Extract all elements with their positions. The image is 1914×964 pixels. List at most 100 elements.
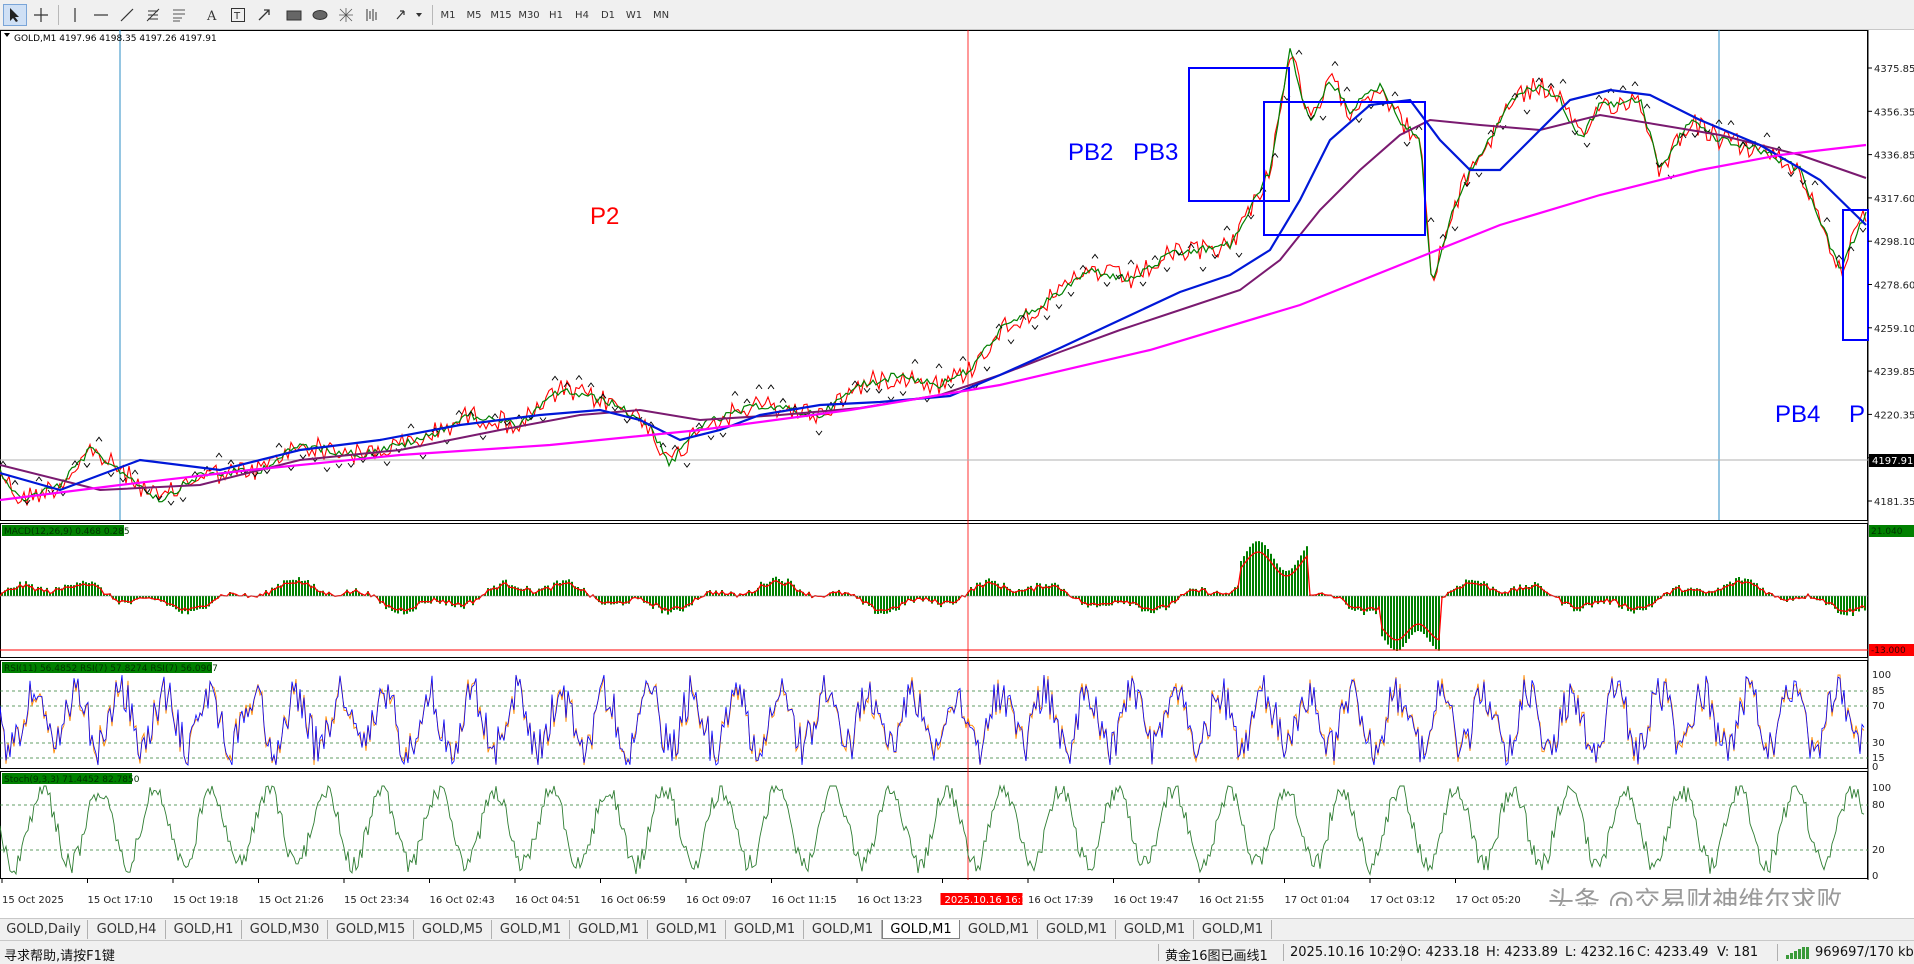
fractal-arrow: [1031, 325, 1039, 331]
arrows-icon[interactable]: [392, 4, 426, 26]
timeframe-h4[interactable]: H4: [575, 9, 589, 21]
chart-tab[interactable]: GOLD,M1: [804, 920, 882, 939]
cursor-icon[interactable]: [3, 4, 27, 26]
fractal-arrow: [1475, 172, 1483, 178]
price-label: 4336.85: [1874, 151, 1914, 162]
fractal-arrow: [719, 432, 727, 438]
pb4-box[interactable]: [1842, 209, 1869, 341]
timeframe-mn[interactable]: MN: [652, 9, 670, 21]
fractal-arrow: [1211, 254, 1219, 260]
fractal-arrow: [1559, 78, 1567, 84]
price-label: 4317.60: [1874, 194, 1914, 205]
fractal-arrow: [167, 500, 175, 506]
trendline-icon[interactable]: [115, 4, 139, 26]
stoch-label-bg: [2, 773, 132, 784]
annotation-pb4[interactable]: PB4: [1775, 401, 1820, 428]
fractal-arrow: [1295, 49, 1303, 55]
fractal-arrow: [599, 393, 607, 399]
timeframe-m30[interactable]: M30: [518, 9, 540, 21]
chart-tab[interactable]: GOLD,M15: [328, 920, 414, 939]
fractal-arrow: [1091, 253, 1099, 259]
chart-tab[interactable]: GOLD,Daily: [0, 920, 88, 939]
annotation-pb3[interactable]: PB3: [1133, 139, 1178, 166]
annotation-p-right[interactable]: P: [1849, 401, 1865, 428]
time-label: 16 Oct 21:55: [1199, 895, 1264, 906]
chart-tab[interactable]: GOLD,M1: [492, 920, 570, 939]
chart-tab[interactable]: GOLD,H1: [166, 920, 242, 939]
bars-icon[interactable]: [360, 4, 384, 26]
stoch-label: Stoch(9,3,3) 71.4452 82.7850: [4, 775, 140, 785]
toolbar: A T M1 M5 M15 M30 H1 H4 D1 W1 MN: [0, 0, 1914, 30]
chart-tab[interactable]: GOLD,M5: [414, 920, 492, 939]
rsi-scale-label: 15: [1872, 753, 1885, 764]
stoch-panel[interactable]: [0, 771, 1868, 879]
tab-active[interactable]: GOLD,M1: [882, 920, 960, 939]
fractal-arrow: [695, 422, 703, 428]
status-bar: 寻求帮助,请按F1键 黄金16图已画线1 2025.10.16 10:29 O:…: [0, 940, 1914, 964]
status-low: L: 4232.16: [1565, 945, 1635, 960]
arrow-icon[interactable]: [252, 4, 276, 26]
chart-tab[interactable]: GOLD,M1: [1116, 920, 1194, 939]
fractal-arrow: [503, 421, 511, 427]
chart-tab[interactable]: GOLD,M1: [726, 920, 804, 939]
ellipse-icon[interactable]: [308, 4, 332, 26]
time-label: 16 Oct 09:07: [686, 895, 751, 906]
timeframe-m15[interactable]: M15: [490, 9, 512, 21]
time-label: 16 Oct 13:23: [857, 895, 922, 906]
crosshair-icon[interactable]: [29, 4, 53, 26]
chart-tab[interactable]: GOLD,M30: [242, 920, 328, 939]
chart-canvas[interactable]: GOLD,M1 4197.96 4198.35 4197.26 4197.91 …: [0, 30, 1914, 917]
fibonacci-icon[interactable]: [141, 4, 165, 26]
timeframe-m5[interactable]: M5: [466, 9, 482, 21]
chart-window[interactable]: GOLD,M1 4197.96 4198.35 4197.26 4197.91 …: [0, 30, 1914, 917]
fractal-arrow: [1319, 115, 1327, 121]
grid-pattern-icon[interactable]: [334, 4, 358, 26]
timeframe-m1[interactable]: M1: [440, 9, 456, 21]
fractal-arrow: [131, 469, 139, 475]
fractal-arrow: [1739, 141, 1747, 147]
chart-tab[interactable]: GOLD,H4: [88, 920, 166, 939]
timeframe-h1[interactable]: H1: [549, 9, 563, 21]
macd-bottom-tag: [1869, 644, 1914, 656]
chart-tab[interactable]: GOLD,M1: [960, 920, 1038, 939]
timeframe-w1[interactable]: W1: [625, 9, 643, 21]
fractal-arrow: [1175, 250, 1183, 257]
fractal-arrow: [1715, 119, 1723, 125]
horizontal-line-icon[interactable]: [89, 4, 113, 26]
fractal-arrow: [1859, 227, 1867, 233]
text-label-icon[interactable]: T: [226, 4, 250, 26]
price-line-red: [0, 56, 1867, 506]
fractal-arrow: [71, 460, 79, 466]
timeframe-d1[interactable]: D1: [600, 9, 616, 21]
chart-tab[interactable]: GOLD,M1: [648, 920, 726, 939]
rsi-panel[interactable]: [0, 660, 1868, 769]
chart-tab[interactable]: GOLD,M1: [1194, 920, 1272, 939]
chart-menu-icon[interactable]: [4, 33, 10, 37]
time-label: 17 Oct 05:20: [1456, 895, 1521, 906]
channel-icon[interactable]: [167, 4, 191, 26]
vertical-line-icon[interactable]: [63, 4, 87, 26]
pb2-box[interactable]: [1188, 67, 1290, 202]
time-label: 15 Oct 2025: [2, 895, 64, 906]
fractal-arrow: [1355, 118, 1363, 124]
time-label: 16 Oct 02:43: [430, 895, 495, 906]
status-help: 寻求帮助,请按F1键: [4, 949, 115, 964]
text-icon[interactable]: A: [200, 4, 224, 26]
main-price-panel[interactable]: [0, 30, 1868, 521]
fractal-arrow: [1163, 267, 1171, 273]
annotation-pb2[interactable]: PB2: [1068, 139, 1113, 166]
ma-magenta-line: [0, 143, 1867, 502]
annotation-p2[interactable]: P2: [590, 203, 619, 230]
fractal-arrow: [1511, 92, 1519, 98]
pb3-box[interactable]: [1263, 101, 1426, 236]
fractal-arrow: [995, 323, 1003, 329]
fractal-arrow: [1631, 81, 1639, 87]
fractal-arrow: [1199, 266, 1207, 272]
rectangle-icon[interactable]: [282, 4, 306, 26]
fractal-arrow: [1403, 141, 1411, 147]
fractal-arrow: [875, 388, 883, 394]
chart-tab[interactable]: GOLD,M1: [570, 920, 648, 939]
chart-tabs: GOLD,Daily GOLD,H4 GOLD,H1 GOLD,M30 GOLD,M15…: [0, 918, 1914, 940]
stoch-line: [0, 784, 1865, 876]
chart-tab[interactable]: GOLD,M1: [1038, 920, 1116, 939]
